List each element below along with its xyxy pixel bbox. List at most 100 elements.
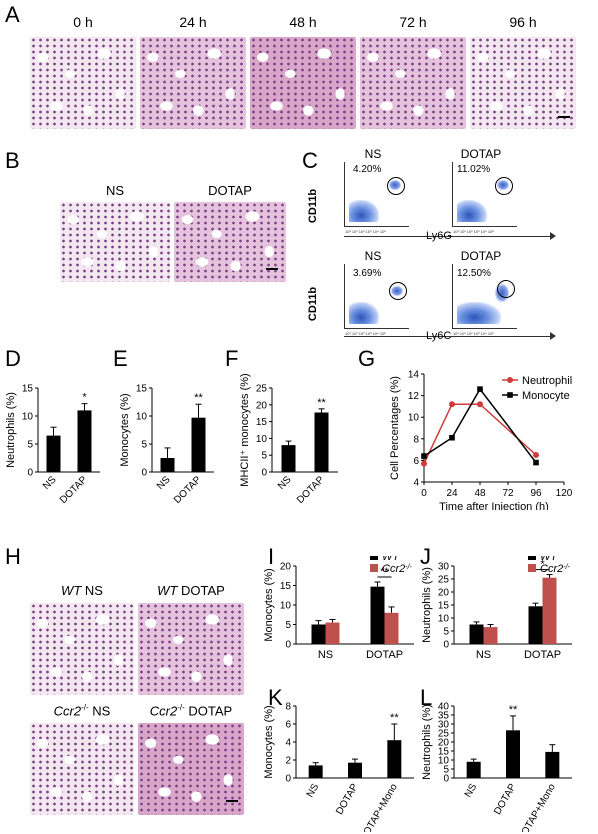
bar [191, 417, 206, 472]
category-label: DOTAP [295, 474, 327, 506]
arrow-right-icon [550, 332, 556, 340]
y-tick-label: 10 [438, 756, 450, 767]
y-tick-label: 6 [413, 456, 419, 467]
y-tick-label: 4 [285, 738, 291, 749]
bar [528, 606, 543, 644]
legend-label: WT [540, 556, 558, 563]
bar [545, 751, 560, 778]
category-label: DOTAP+Mono [516, 782, 558, 832]
legend-label: WT [382, 556, 400, 563]
facs-top-dotap-label: DOTAP [460, 147, 502, 161]
x-tick-label: 120 [556, 488, 573, 499]
chart-mhcii-monocytes-f: 0 5 10 15 20 25 MHCII⁺ monocytes (%) NS ** DOTAP [239, 373, 338, 506]
bar [370, 586, 385, 644]
legend-label: Monocyte [522, 390, 570, 402]
bar [77, 410, 92, 472]
chart-monocytes-k: 0 2 4 6 8 Monocytes (%) NS DOTAP ** DOTAP+Mono [263, 702, 414, 832]
y-tick-label: 5 [261, 451, 267, 462]
y-axis-label: Monocytes (%) [263, 705, 275, 778]
facs-top-ns-label: NS [364, 147, 382, 161]
facs-ticks: 10¹ 10¹ 10² 10³ 10⁴ 10⁵ [345, 229, 386, 234]
panel-label-k: K [268, 685, 283, 710]
histology-image-72h [360, 37, 466, 129]
y-tick-label: 0 [141, 468, 147, 479]
panel-label-b: B [5, 148, 20, 173]
y-tick-label: 20 [438, 588, 450, 599]
facs-percent: 11.02% [457, 164, 491, 175]
category-label: NS [155, 474, 173, 492]
facs-bottom-ylabel: CD11b [307, 286, 320, 322]
panel-label-j: J [420, 544, 431, 569]
facs-plot-bottom-ns: 3.69% 10¹ 10¹ 10² 10³ 10⁴ 10⁵ [344, 264, 409, 336]
y-tick-label: 12 [408, 391, 420, 402]
category-label: NS [305, 782, 322, 800]
bar [311, 624, 326, 644]
y-axis-label: Neutrophils (%) [421, 567, 433, 643]
y-tick-label: 5 [443, 765, 449, 776]
data-point [477, 401, 483, 408]
category-label: DOTAP+Mono [358, 782, 400, 832]
significance-marker: * [82, 392, 87, 404]
panel-label-l: L [420, 685, 433, 710]
facs-percent: 4.20% [353, 164, 382, 175]
x-axis-label: Time after Injection (h) [439, 501, 549, 510]
y-axis-label: MHCII⁺ monocytes (%) [239, 373, 251, 486]
histology-image-48h [250, 37, 356, 129]
category-label: NS [276, 474, 294, 492]
y-tick-label: 4 [413, 478, 419, 489]
panel-label-i: I [268, 544, 275, 569]
category-label: DOTAP [366, 649, 403, 661]
y-tick-label: 20 [256, 400, 268, 411]
y-tick-label: 10 [408, 413, 420, 424]
category-label: DOTAP [334, 782, 361, 817]
y-tick-label: 20 [280, 562, 292, 573]
chart-monocytes-e: 0 5 10 15 Monocytes (%) NS ** DOTAP [119, 384, 214, 506]
y-tick-label: 15 [256, 417, 268, 428]
facs-plot-bottom-dotap: 12.50% 10¹ 10¹ 10² 10³ 10⁴ 10⁵ [452, 264, 517, 336]
facs-plot-top-ns: 4.20% 10¹ 10¹ 10² 10³ 10⁴ 10⁵ [344, 162, 409, 234]
facs-percent: 3.69% [353, 268, 382, 279]
y-tick-label: 5 [27, 440, 33, 451]
data-point [533, 459, 539, 466]
facs-ticks: 10¹ 10¹ 10² 10³ 10⁴ 10⁵ [345, 331, 386, 336]
legend-label: Neutrophil [522, 375, 572, 387]
legend-marker [507, 377, 513, 383]
facs-ticks: 10¹ 10¹ 10² 10³ 10⁴ 10⁵ [453, 331, 494, 336]
data-point [449, 401, 455, 408]
group-label-dotap: DOTAP [208, 183, 252, 198]
significance-marker: ** [194, 392, 203, 404]
y-tick-label: 10 [280, 601, 292, 612]
series-line [423, 387, 537, 464]
y-axis-label: Monocytes (%) [119, 393, 131, 466]
panel-label-h: H [5, 544, 21, 569]
y-tick-label: 25 [256, 384, 268, 395]
y-tick-label: 10 [22, 412, 34, 423]
y-tick-label: 5 [285, 620, 291, 631]
y-tick-label: 15 [280, 581, 292, 592]
y-tick-label: 0 [443, 774, 449, 785]
genotype-label-wt-dotap: WT DOTAP [157, 583, 225, 598]
histology-image-0h [30, 37, 136, 129]
bar [348, 762, 362, 778]
legend-label: Ccr2-/- [540, 563, 571, 575]
y-tick-label: 15 [438, 747, 450, 758]
y-tick-label: 2 [285, 756, 291, 767]
category-label: DOTAP [58, 474, 90, 506]
category-label: NS [463, 782, 480, 800]
facs-bottom-dotap-label: DOTAP [460, 249, 502, 263]
bar [542, 577, 557, 644]
bar [387, 740, 402, 778]
y-tick-label: 0 [285, 774, 291, 785]
panel-label-e: E [113, 346, 128, 371]
category-label: DOTAP [172, 474, 204, 506]
facs-bottom-ns-label: NS [364, 249, 382, 263]
y-tick-label: 15 [136, 384, 148, 395]
group-label-ns: NS [105, 183, 125, 198]
scale-bar-b [266, 268, 278, 270]
timepoint-label-48h: 48 h [289, 14, 317, 30]
significance-marker: ** [317, 397, 326, 409]
y-tick-label: 0 [261, 468, 267, 479]
y-tick-label: 20 [438, 738, 450, 749]
bar [384, 612, 399, 644]
